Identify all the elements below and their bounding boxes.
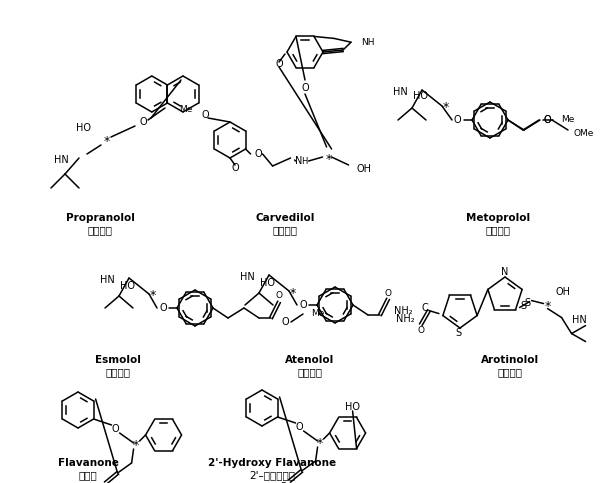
Text: O: O xyxy=(201,110,209,120)
Text: HO: HO xyxy=(120,281,135,291)
Text: HO: HO xyxy=(76,123,91,133)
Text: O: O xyxy=(299,300,307,310)
Text: 阿替洛尔: 阿替洛尔 xyxy=(298,367,322,377)
Text: H: H xyxy=(301,156,308,166)
Text: HN: HN xyxy=(240,272,255,282)
Text: N: N xyxy=(295,156,302,166)
Text: O: O xyxy=(543,115,551,125)
Text: S: S xyxy=(455,328,461,338)
Text: 普萘洛尔: 普萘洛尔 xyxy=(88,225,113,235)
Text: O: O xyxy=(296,422,303,432)
Text: O: O xyxy=(275,292,283,300)
Text: Metoprolol: Metoprolol xyxy=(466,213,530,223)
Text: O: O xyxy=(231,163,239,173)
Text: O: O xyxy=(275,59,283,69)
Text: Atenolol: Atenolol xyxy=(286,355,335,365)
Text: Me: Me xyxy=(311,310,324,318)
Text: NH₂: NH₂ xyxy=(394,306,413,315)
Text: Esmolol: Esmolol xyxy=(95,355,141,365)
Text: HO: HO xyxy=(345,402,360,412)
Text: Me: Me xyxy=(178,105,192,114)
Text: OH: OH xyxy=(555,286,571,297)
Text: Me: Me xyxy=(561,115,574,125)
Text: 美托洛尔: 美托洛尔 xyxy=(485,225,511,235)
Text: Carvedilol: Carvedilol xyxy=(255,213,315,223)
Text: OMe: OMe xyxy=(574,129,594,139)
Text: 艾司洛尔: 艾司洛尔 xyxy=(105,367,131,377)
Text: HN: HN xyxy=(572,314,586,325)
Text: OH: OH xyxy=(356,164,371,174)
Text: O: O xyxy=(159,303,167,313)
Text: O: O xyxy=(543,115,551,125)
Text: *: * xyxy=(132,439,139,452)
Text: HN: HN xyxy=(54,155,69,165)
Text: *: * xyxy=(150,289,156,302)
Text: Propranolol: Propranolol xyxy=(65,213,134,223)
Text: Arotinolol: Arotinolol xyxy=(481,355,539,365)
Text: 卡维地洛: 卡维地洛 xyxy=(272,225,298,235)
Text: O: O xyxy=(453,115,461,125)
Text: O: O xyxy=(280,482,287,483)
Text: 2'–羟基黄烷酮: 2'–羟基黄烷酮 xyxy=(249,470,295,480)
Text: *: * xyxy=(544,300,551,313)
Text: O: O xyxy=(139,117,147,127)
Text: O: O xyxy=(255,149,263,159)
Text: *: * xyxy=(104,134,110,147)
Text: HO: HO xyxy=(413,91,428,101)
Text: *: * xyxy=(290,286,296,299)
Text: *: * xyxy=(443,101,449,114)
Text: O: O xyxy=(301,83,309,93)
Text: O: O xyxy=(281,317,289,327)
Text: 阿罗洛尔: 阿罗洛尔 xyxy=(497,367,523,377)
Text: N: N xyxy=(502,267,509,277)
Text: *: * xyxy=(325,153,332,166)
Text: S: S xyxy=(524,298,530,308)
Text: Flavanone: Flavanone xyxy=(57,458,119,468)
Text: HN: HN xyxy=(100,275,115,285)
Text: NH₂: NH₂ xyxy=(396,314,414,324)
Text: C: C xyxy=(422,302,428,313)
Text: O: O xyxy=(112,424,119,434)
Text: 黄烷酮: 黄烷酮 xyxy=(79,470,97,480)
Text: HO: HO xyxy=(260,278,275,288)
Text: O: O xyxy=(417,326,424,335)
Text: O: O xyxy=(385,288,391,298)
Text: HN: HN xyxy=(393,87,408,97)
Text: NH: NH xyxy=(361,38,374,47)
Text: S: S xyxy=(520,300,526,311)
Text: *: * xyxy=(316,437,322,450)
Text: 2'-Hydroxy Flavanone: 2'-Hydroxy Flavanone xyxy=(208,458,336,468)
